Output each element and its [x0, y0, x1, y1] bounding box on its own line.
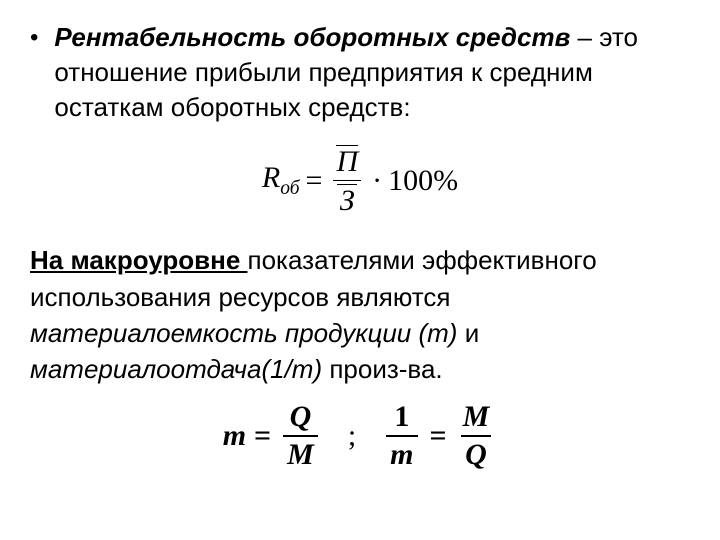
bullet-paragraph: • Рентабельность оборотных средств – это…: [30, 20, 690, 125]
formula-material: m = Q M ; 1 m = M Q: [30, 402, 690, 470]
hundred-percent: 100%: [388, 164, 458, 198]
formula-m: m: [223, 419, 246, 453]
bullet-marker: •: [30, 24, 38, 52]
equals-2: =: [430, 419, 447, 453]
formula-sub-ob: об: [280, 178, 299, 199]
denominator-M: M: [283, 435, 318, 470]
semicolon: ;: [348, 419, 356, 453]
formula-profitability: Rоб = П З · 100%: [30, 145, 690, 216]
numerator-M: M: [459, 402, 494, 435]
numerator-P: П: [336, 145, 358, 177]
multiply-dot: ·: [372, 164, 382, 198]
fraction-M-over-Q: M Q: [459, 402, 494, 470]
fraction-1-over-m: 1 m: [386, 402, 417, 470]
macro-mid: и: [465, 318, 480, 348]
macro-lead: На макроуровне: [30, 245, 248, 275]
denominator-m: m: [386, 435, 417, 470]
denominator-Z: З: [337, 184, 357, 216]
material-capacity: материалоемкость продукции (m): [30, 318, 465, 348]
formula-R: R: [262, 161, 280, 194]
macro-tail: произ-ва.: [322, 354, 443, 384]
fraction-P-over-Z: П З: [332, 145, 362, 216]
equals-1: =: [254, 419, 271, 453]
definition-term: Рентабельность оборотных средств: [54, 22, 570, 52]
equals-sign: =: [306, 164, 323, 198]
numerator-1: 1: [390, 402, 413, 435]
denominator-Q: Q: [461, 435, 491, 470]
macro-paragraph: На макроуровне показателями эффективного…: [30, 242, 690, 388]
material-return: материалоотдача(1/m): [30, 354, 322, 384]
formula-lhs: Rоб: [262, 161, 300, 200]
fraction-Q-over-M: Q M: [283, 402, 318, 470]
numerator-Q: Q: [286, 402, 316, 435]
bullet-body: Рентабельность оборотных средств – это о…: [54, 20, 690, 125]
